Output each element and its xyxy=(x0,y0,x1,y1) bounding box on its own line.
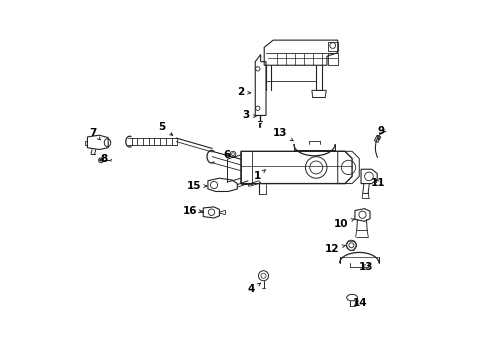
Text: 1: 1 xyxy=(253,170,265,181)
Bar xyxy=(327,53,337,65)
Text: 11: 11 xyxy=(370,178,385,188)
Text: 15: 15 xyxy=(186,181,206,191)
Text: 8: 8 xyxy=(100,154,107,164)
Text: 16: 16 xyxy=(183,206,203,216)
Text: 3: 3 xyxy=(242,111,256,121)
Text: 2: 2 xyxy=(237,87,250,97)
Bar xyxy=(241,151,251,184)
Text: 13: 13 xyxy=(272,128,292,141)
Text: 10: 10 xyxy=(333,219,353,229)
Text: 6: 6 xyxy=(223,150,230,160)
Text: 9: 9 xyxy=(376,126,384,140)
Bar xyxy=(327,42,337,51)
Text: 4: 4 xyxy=(247,283,260,294)
Text: 5: 5 xyxy=(158,122,172,135)
Text: 7: 7 xyxy=(89,128,100,140)
Text: 13: 13 xyxy=(359,262,373,272)
Text: 14: 14 xyxy=(352,298,366,308)
Text: 12: 12 xyxy=(325,244,345,254)
